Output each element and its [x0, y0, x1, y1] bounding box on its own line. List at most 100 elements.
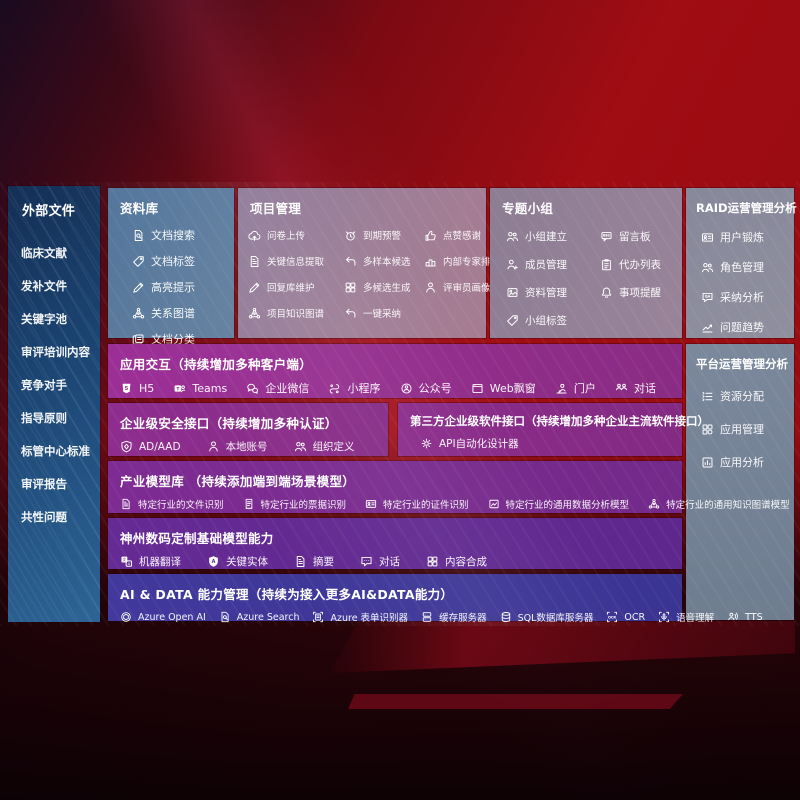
panel-title: 项目管理	[250, 201, 302, 216]
item-label: 审评培训内容	[21, 345, 90, 359]
item: 资料管理	[506, 285, 594, 300]
item: 应用管理	[701, 421, 794, 437]
item: 关键信息提取	[248, 254, 340, 268]
item-label: 评审员画像	[443, 283, 491, 294]
relation-graph-icon	[132, 307, 145, 320]
dialog-icon	[615, 382, 628, 395]
panel-title: AI & DATA 能力管理（持续为接入更多AI&DATA能力）	[120, 587, 454, 602]
item-label: 应用管理	[720, 423, 764, 436]
item-label: 用户锻炼	[720, 231, 764, 244]
panel-title: 产业模型库 （持续添加端到端场景模型）	[120, 474, 356, 489]
highlight-pencil-icon	[132, 281, 145, 294]
item-label: 内容合成	[445, 556, 487, 568]
svg-text:文: 文	[123, 557, 127, 562]
knowledge-graph-icon	[248, 307, 261, 320]
svg-text:T: T	[177, 386, 181, 392]
panel-title: 专题小组	[502, 201, 554, 216]
item-label: 特定行业的证件识别	[383, 500, 469, 511]
item: 文档搜索	[132, 227, 234, 243]
material-image-icon	[506, 286, 519, 299]
item-label: 共性问题	[21, 510, 67, 524]
item-label: Azure Search	[236, 611, 300, 623]
item: 角色管理	[701, 259, 794, 275]
miniprogram-icon	[328, 382, 341, 395]
cloud-upload-icon	[248, 229, 261, 242]
item-label: 留言板	[619, 231, 651, 243]
topic-group-grid: 小组建立 BBS 留言板 成员管理 代办列表 资料管理 事项提醒 小组标签	[490, 217, 682, 328]
item: 小组建立	[506, 229, 594, 244]
item: 审评报告	[21, 476, 100, 492]
tag-icon	[132, 255, 145, 268]
svg-text:A: A	[212, 559, 216, 565]
item: 5 H5	[120, 382, 154, 395]
item: 本地账号	[207, 439, 268, 454]
multi-sample-arrow-icon	[344, 255, 357, 268]
item-label: 多样本候选	[363, 257, 411, 268]
item: 特定行业的通用数据分析模型	[488, 497, 629, 511]
item-label: 一键采纳	[363, 309, 402, 320]
item-label: AD/AAD	[139, 440, 181, 453]
panel-title: 资料库	[120, 201, 159, 216]
data-analysis-model-icon	[488, 498, 500, 510]
item-label: 对话	[379, 556, 400, 568]
item: 特定行业的文件识别	[120, 497, 224, 511]
item-label: 到期预警	[363, 231, 402, 242]
item: 共性问题	[21, 509, 100, 525]
panel-topic-group: 专题小组 小组建立 BBS 留言板 成员管理 代办列表 资料管理 事项提醒 小组标签	[490, 188, 682, 338]
item-label: 竞争对手	[21, 378, 67, 392]
item-label: 临床文献	[21, 246, 67, 260]
item-label: Teams	[192, 381, 228, 395]
file-recognition-icon	[120, 498, 132, 510]
panel-raid-analysis: RAID运营管理分析 用户锻炼 角色管理 QA 采纳分析 问题趋势	[686, 188, 797, 338]
wechat-work-icon	[246, 382, 259, 395]
item-label: 特定行业的通用知识图谱模型	[666, 500, 790, 511]
panel-title: 外部文件	[22, 204, 76, 219]
item: SQL数据库服务器	[500, 610, 593, 624]
item-label: 小组标签	[525, 315, 567, 327]
item-label: 门户	[573, 382, 596, 395]
item-label: 标管中心标准	[21, 444, 90, 458]
svg-text:OCR: OCR	[608, 615, 616, 619]
basemodel-list: 文 A 机器翻译 A 关键实体 摘要 对话 内容合成	[108, 547, 682, 569]
qa-bubble-icon: QA	[701, 291, 714, 304]
item: AD/AAD	[120, 440, 181, 453]
item: Azure Open AI	[120, 611, 206, 623]
external-files-list: 临床文献 发补文件 关键字池 审评培训内容 竞争对手 指导原则 标管中心标准 审评报告 共性问题	[8, 219, 100, 525]
item: 小组标签	[506, 313, 594, 328]
item-label: 点赞感谢	[443, 231, 482, 242]
panel-title: 应用交互（持续增加多种客户端）	[120, 357, 313, 372]
speech-understanding-icon	[658, 611, 670, 623]
item-label: 组织定义	[312, 441, 355, 453]
panel-project-management: 项目管理 问卷上传 到期预警 点赞感谢 关键信息提取 多样本候选 内部专家排名 回复库维护 多…	[238, 188, 500, 338]
resource-list-icon	[701, 390, 714, 403]
item: API自动化设计器	[420, 436, 519, 451]
item: 摘要	[294, 554, 334, 569]
item-label: 关键字池	[21, 312, 67, 326]
item-label: 特定行业的票据识别	[260, 500, 347, 511]
item-label: OCR	[624, 611, 646, 623]
ocr-icon: OCR	[606, 611, 618, 623]
item: 公众号	[400, 380, 452, 396]
id-card-icon	[365, 498, 377, 510]
item: 审评培训内容	[21, 344, 100, 360]
item: 用户锻炼	[701, 229, 794, 245]
panel-repository: 资料库 文档搜索 文档标签 高亮提示 关系图谱 文档分类	[108, 188, 234, 346]
item: 多样本候选	[344, 254, 420, 268]
item: 多候选生成	[344, 280, 420, 294]
item-label: 问卷上传	[267, 231, 306, 242]
svg-text:BBS: BBS	[603, 234, 610, 238]
panel-title: 平台运营管理分析	[696, 357, 788, 371]
item: Web飘窗	[471, 380, 536, 396]
panel-base-models: 神州数码定制基础模型能力 文 A 机器翻译 A 关键实体 摘要 对话 内容合成	[108, 518, 682, 569]
cache-server-icon	[421, 611, 433, 623]
item-label: 语音理解	[676, 613, 715, 624]
member-person-icon	[506, 258, 519, 271]
item-label: TTS	[745, 611, 763, 623]
item-label: 文档分类	[151, 333, 195, 346]
local-account-icon	[207, 440, 220, 453]
panel-ai-data: AI & DATA 能力管理（持续为接入更多AI&DATA能力） Azure O…	[108, 574, 763, 624]
panel-title: RAID运营管理分析	[696, 201, 797, 215]
doc-search-icon	[132, 229, 145, 242]
item: 企业微信	[246, 380, 309, 396]
doc-classify-icon	[132, 333, 145, 346]
